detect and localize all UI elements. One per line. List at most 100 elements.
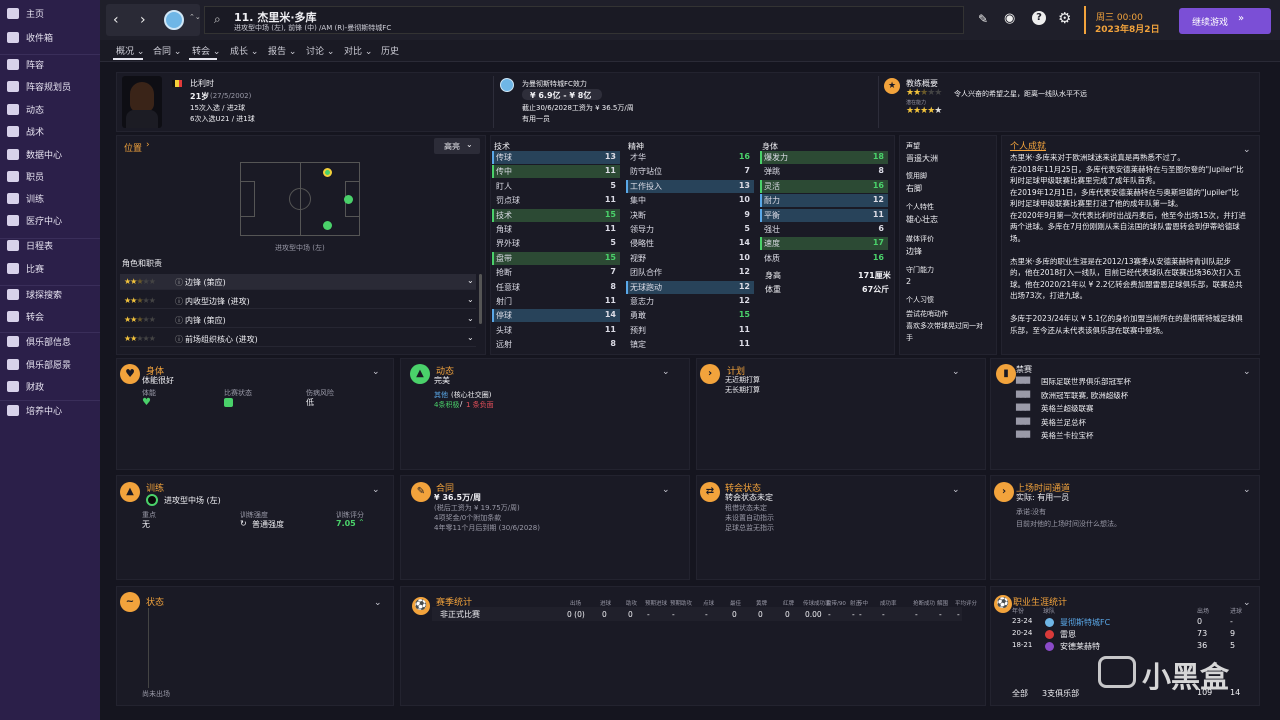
technical-attribute[interactable]: 头球 11 [492, 324, 620, 337]
dynamics-header[interactable]: 动态 [436, 367, 455, 377]
role-row[interactable] [120, 312, 476, 328]
club-menu-chevron-icon[interactable]: ⌃⌄ [189, 13, 201, 21]
fm-logo-icon[interactable]: ◉ [1004, 11, 1016, 26]
help-icon[interactable]: ? [1032, 11, 1046, 25]
tab-3[interactable]: 成长 ⌄ [230, 47, 259, 57]
plans-chevron-icon[interactable]: ⌄ [952, 367, 960, 377]
search-icon[interactable]: ⌕ [214, 12, 221, 26]
sidebar-item-0[interactable]: 主页 [0, 3, 100, 23]
stats-header[interactable]: 赛季统计 [436, 598, 473, 608]
info-icon[interactable]: ⓘ [175, 316, 183, 325]
career-team[interactable]: 曼彻斯特城FC [1060, 618, 1111, 627]
tab-0[interactable]: 概况 ⌄ [116, 47, 145, 57]
technical-attribute[interactable]: 技术 15 [492, 208, 620, 222]
tab-4[interactable]: 报告 ⌄ [268, 47, 297, 57]
position-header[interactable]: 位置 [124, 144, 143, 154]
bio-header[interactable]: 个人成就 [1010, 142, 1047, 152]
mental-attribute[interactable]: 防守站位 7 [626, 165, 754, 178]
contract-header[interactable]: 合同 [436, 484, 455, 494]
habits-label[interactable]: 个人习惯 [906, 296, 934, 304]
mental-attribute[interactable]: 集中 10 [626, 194, 754, 207]
transfer-header[interactable]: 转会状态 [725, 484, 762, 494]
sidebar-item-10[interactable]: 日程表 [0, 235, 100, 255]
social-group[interactable]: 其他 [434, 391, 448, 399]
dynamics-chevron-icon[interactable]: ⌄ [662, 367, 670, 377]
tab-7[interactable]: 历史 [381, 47, 400, 57]
technical-attribute[interactable]: 盘带 15 [492, 251, 620, 265]
role-row[interactable] [120, 331, 476, 347]
edit-icon[interactable]: ✎ [978, 12, 989, 26]
physical-attribute[interactable]: 弹跳 8 [760, 165, 888, 178]
technical-attribute[interactable]: 远射 8 [492, 338, 620, 351]
bio-chevron-icon[interactable]: ⌄ [1243, 145, 1251, 155]
sidebar-item-3[interactable]: 阵容规划员 [0, 76, 100, 96]
mental-attribute[interactable]: 决断 9 [626, 209, 754, 222]
technical-attribute[interactable]: 角球 11 [492, 223, 620, 236]
training-header[interactable]: 训练 [146, 484, 165, 494]
career-team[interactable]: 安德莱赫特 [1060, 642, 1100, 651]
form-chevron-icon[interactable]: ⌄ [374, 598, 382, 608]
form-header[interactable]: 状态 [146, 598, 165, 608]
career-header[interactable]: 职业生涯统计 [1013, 598, 1068, 608]
mental-attribute[interactable]: 团队合作 12 [626, 266, 754, 279]
technical-attribute[interactable]: 停球 14 [492, 309, 620, 323]
sidebar-item-14[interactable]: 俱乐部信息 [0, 331, 100, 351]
tab-6[interactable]: 对比 ⌄ [344, 47, 373, 57]
playtime-header[interactable]: 上场时间通道 [1016, 484, 1071, 494]
sidebar-item-13[interactable]: 转会 [0, 306, 100, 326]
physical-attribute[interactable]: 平衡 11 [760, 208, 888, 222]
mental-attribute[interactable]: 勇敢 15 [626, 309, 754, 322]
sidebar-item-16[interactable]: 财政 [0, 376, 100, 396]
plans-header[interactable]: 计划 [727, 367, 746, 377]
role-chevron-icon[interactable]: ⌄ [467, 314, 474, 323]
bans-chevron-icon[interactable]: ⌄ [1243, 367, 1251, 377]
mental-attribute[interactable]: 才华 16 [626, 151, 754, 164]
info-icon[interactable]: ⓘ [175, 297, 183, 306]
role-row[interactable] [120, 274, 476, 290]
sidebar-item-17[interactable]: 培养中心 [0, 400, 100, 420]
role-chevron-icon[interactable]: ⌄ [467, 333, 474, 342]
sidebar-item-1[interactable]: 收件箱 [0, 27, 100, 47]
mental-attribute[interactable]: 工作投入 13 [626, 179, 754, 193]
sidebar-item-15[interactable]: 俱乐部愿景 [0, 354, 100, 374]
training-chevron-icon[interactable]: ⌄ [372, 485, 380, 495]
info-icon[interactable]: ⓘ [175, 335, 183, 344]
body-header[interactable]: 身体 [146, 367, 165, 377]
physical-attribute[interactable]: 耐力 12 [760, 194, 888, 208]
playtime-chevron-icon[interactable]: ⌄ [1243, 485, 1251, 495]
sidebar-item-6[interactable]: 数据中心 [0, 144, 100, 164]
mental-attribute[interactable]: 侵略性 14 [626, 237, 754, 250]
technical-attribute[interactable]: 抢断 7 [492, 266, 620, 279]
sidebar-item-11[interactable]: 比赛 [0, 258, 100, 278]
sidebar-item-8[interactable]: 训练 [0, 188, 100, 208]
technical-attribute[interactable]: 传球 13 [492, 151, 620, 164]
career-chevron-icon[interactable]: ⌄ [1243, 598, 1251, 608]
physical-attribute[interactable]: 灵活 16 [760, 179, 888, 193]
back-icon[interactable]: ‹ [113, 12, 119, 28]
technical-attribute[interactable]: 传中 11 [492, 165, 620, 179]
sidebar-item-5[interactable]: 战术 [0, 121, 100, 141]
mental-attribute[interactable]: 预判 11 [626, 324, 754, 337]
role-chevron-icon[interactable]: ⌄ [467, 295, 474, 304]
sidebar-item-2[interactable]: 阵容 [0, 54, 100, 74]
technical-attribute[interactable]: 射门 11 [492, 295, 620, 308]
technical-attribute[interactable]: 任意球 8 [492, 281, 620, 294]
date-box[interactable] [1084, 6, 1170, 34]
mental-attribute[interactable]: 镇定 11 [626, 338, 754, 351]
club-crest-icon[interactable] [164, 10, 184, 30]
technical-attribute[interactable]: 盯人 5 [492, 180, 620, 193]
tab-2[interactable]: 转会 ⌄ [192, 47, 221, 57]
mental-attribute[interactable]: 视野 10 [626, 252, 754, 265]
search-bar[interactable] [204, 6, 964, 34]
physical-attribute[interactable]: 爆发力 18 [760, 151, 888, 164]
role-chevron-icon[interactable]: ⌄ [467, 276, 474, 285]
scrollbar[interactable] [479, 274, 482, 324]
tab-5[interactable]: 讨论 ⌄ [306, 47, 335, 57]
technical-attribute[interactable]: 罚点球 11 [492, 194, 620, 207]
continue-button[interactable] [1179, 8, 1271, 34]
contract-chevron-icon[interactable]: ⌄ [662, 485, 670, 495]
career-team[interactable]: 雷恩 [1060, 630, 1076, 639]
mental-attribute[interactable]: 领导力 5 [626, 223, 754, 236]
role-select[interactable] [434, 138, 480, 154]
sidebar-item-4[interactable]: 动态 [0, 99, 100, 119]
